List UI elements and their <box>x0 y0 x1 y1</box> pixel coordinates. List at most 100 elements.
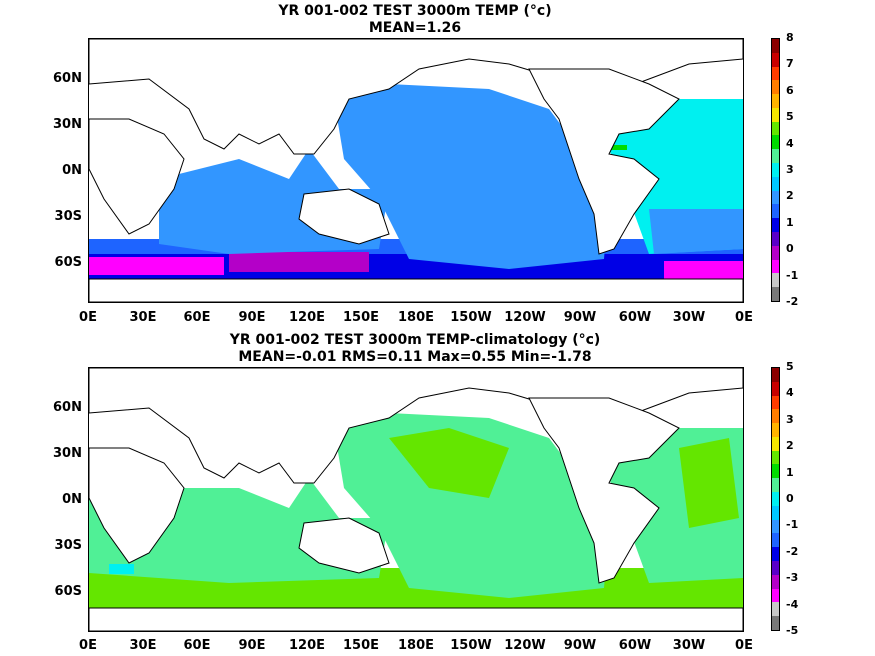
p2-xlabel: 30W <box>672 638 706 653</box>
p2-colorbar <box>771 367 780 631</box>
p2-land-antarctica <box>89 607 743 631</box>
colorbar-swatch <box>772 52 779 67</box>
colorbar-label: 1 <box>786 465 794 479</box>
colorbar-swatch <box>772 176 779 191</box>
colorbar-swatch <box>772 259 779 274</box>
p2-ylabel-60n: 60N <box>53 400 82 415</box>
colorbar-swatch <box>772 121 779 136</box>
p1-xlabel: 120E <box>288 310 326 325</box>
p2-cyan-patch <box>109 564 134 574</box>
p2-xlabel: 120W <box>504 638 546 653</box>
p2-ylabel-30s: 30S <box>54 538 82 553</box>
p1-colorbar <box>771 38 780 302</box>
p2-ylabel-30n: 30N <box>53 446 82 461</box>
p2-xlabel: 0E <box>79 638 97 653</box>
p2-land-americas <box>528 397 680 584</box>
p2-xlabel: 0E <box>735 638 753 653</box>
p1-xlabel: 60E <box>183 310 211 325</box>
colorbar-swatch <box>772 478 779 493</box>
colorbar-label: -1 <box>786 518 799 532</box>
p2-land-africa <box>89 447 185 564</box>
p1-land-americas <box>528 68 680 255</box>
colorbar-swatch <box>772 381 779 396</box>
p1-xlabel: 30E <box>129 310 157 325</box>
colorbar-swatch <box>772 273 779 288</box>
colorbar-swatch <box>772 533 779 548</box>
colorbar-swatch <box>772 547 779 561</box>
colorbar-label: -2 <box>786 544 799 558</box>
colorbar-swatch <box>772 107 779 122</box>
p1-xlabel: 90W <box>563 310 597 325</box>
colorbar-swatch <box>772 450 779 465</box>
p2-land-australia <box>298 517 390 574</box>
p1-ylabel-30n: 30N <box>53 117 82 132</box>
colorbar-swatch <box>772 163 779 177</box>
colorbar-label: 6 <box>786 83 794 97</box>
colorbar-label: 5 <box>786 360 794 373</box>
colorbar-label: 2 <box>786 439 794 453</box>
colorbar-label: 8 <box>786 31 794 44</box>
p1-ylabel-30s: 30S <box>54 209 82 224</box>
colorbar-swatch <box>772 149 779 164</box>
colorbar-label: 5 <box>786 110 794 124</box>
colorbar-swatch <box>772 287 779 301</box>
p1-xlabel: 30W <box>672 310 706 325</box>
colorbar-swatch <box>772 505 779 520</box>
p2-ylabel-60s: 60S <box>54 584 82 599</box>
colorbar-swatch <box>772 94 779 108</box>
p2-ylabel-0n: 0N <box>62 492 82 507</box>
colorbar-label: 3 <box>786 163 794 176</box>
colorbar-label: 0 <box>786 242 794 256</box>
p2-xlabel: 180E <box>397 638 435 653</box>
p1-antarctic-purple <box>229 252 369 272</box>
colorbar-swatch <box>772 423 779 437</box>
colorbar-label: 4 <box>786 386 794 400</box>
panel2-title-line1: YR 001-002 TEST 3000m TEMP-climatology (… <box>229 332 601 348</box>
colorbar-swatch <box>772 409 779 424</box>
p1-land-eurasia <box>89 39 743 155</box>
colorbar-swatch <box>772 245 779 260</box>
colorbar-swatch <box>772 39 779 53</box>
p1-xlabel: 90E <box>238 310 266 325</box>
p1-xlabel: 150E <box>342 310 380 325</box>
colorbar-label: -1 <box>786 268 799 282</box>
colorbar-label: -2 <box>786 295 799 308</box>
colorbar-swatch <box>772 436 779 451</box>
p2-pacific-green-patch <box>389 428 509 498</box>
p2-xlabel: 120E <box>288 638 326 653</box>
colorbar-swatch <box>772 616 779 630</box>
p1-xlabel: 120W <box>504 310 546 325</box>
colorbar-swatch <box>772 519 779 534</box>
p1-land-australia <box>298 188 390 245</box>
panel2-title-line2: MEAN=-0.01 RMS=0.11 Max=0.55 Min=-1.78 <box>238 349 592 365</box>
p1-land-africa <box>89 118 185 235</box>
p1-xlabel: 180E <box>397 310 435 325</box>
p1-xlabel: 60W <box>618 310 652 325</box>
p2-xlabel: 150E <box>342 638 380 653</box>
p1-ylabel-60n: 60N <box>53 71 82 86</box>
p2-xlabel: 90E <box>238 638 266 653</box>
colorbar-swatch <box>772 395 779 410</box>
p1-ylabel-0n: 0N <box>62 163 82 178</box>
colorbar-swatch <box>772 204 779 219</box>
colorbar-label: 2 <box>786 189 794 203</box>
p1-pacific-ocean <box>334 84 609 269</box>
panel1-map <box>88 38 744 303</box>
colorbar-swatch <box>772 218 779 232</box>
p2-atlantic-green-patch <box>679 438 739 528</box>
p2-xlabel: 60E <box>183 638 211 653</box>
p2-land-eurasia <box>89 368 743 484</box>
colorbar-label: 4 <box>786 136 794 150</box>
p1-xlabel: 150W <box>450 310 492 325</box>
p1-antarctic-magenta-left <box>89 257 224 275</box>
colorbar-swatch <box>772 368 779 382</box>
colorbar-swatch <box>772 588 779 603</box>
p1-caribbean-patch <box>609 145 627 150</box>
p1-ylabel-60s: 60S <box>54 255 82 270</box>
p2-xlabel: 90W <box>563 638 597 653</box>
panel1-title-line1: YR 001-002 TEST 3000m TEMP (°c) <box>278 3 552 19</box>
colorbar-label: -3 <box>786 571 799 585</box>
colorbar-swatch <box>772 492 779 506</box>
p2-xlabel: 60W <box>618 638 652 653</box>
p1-xlabel: 0E <box>79 310 97 325</box>
